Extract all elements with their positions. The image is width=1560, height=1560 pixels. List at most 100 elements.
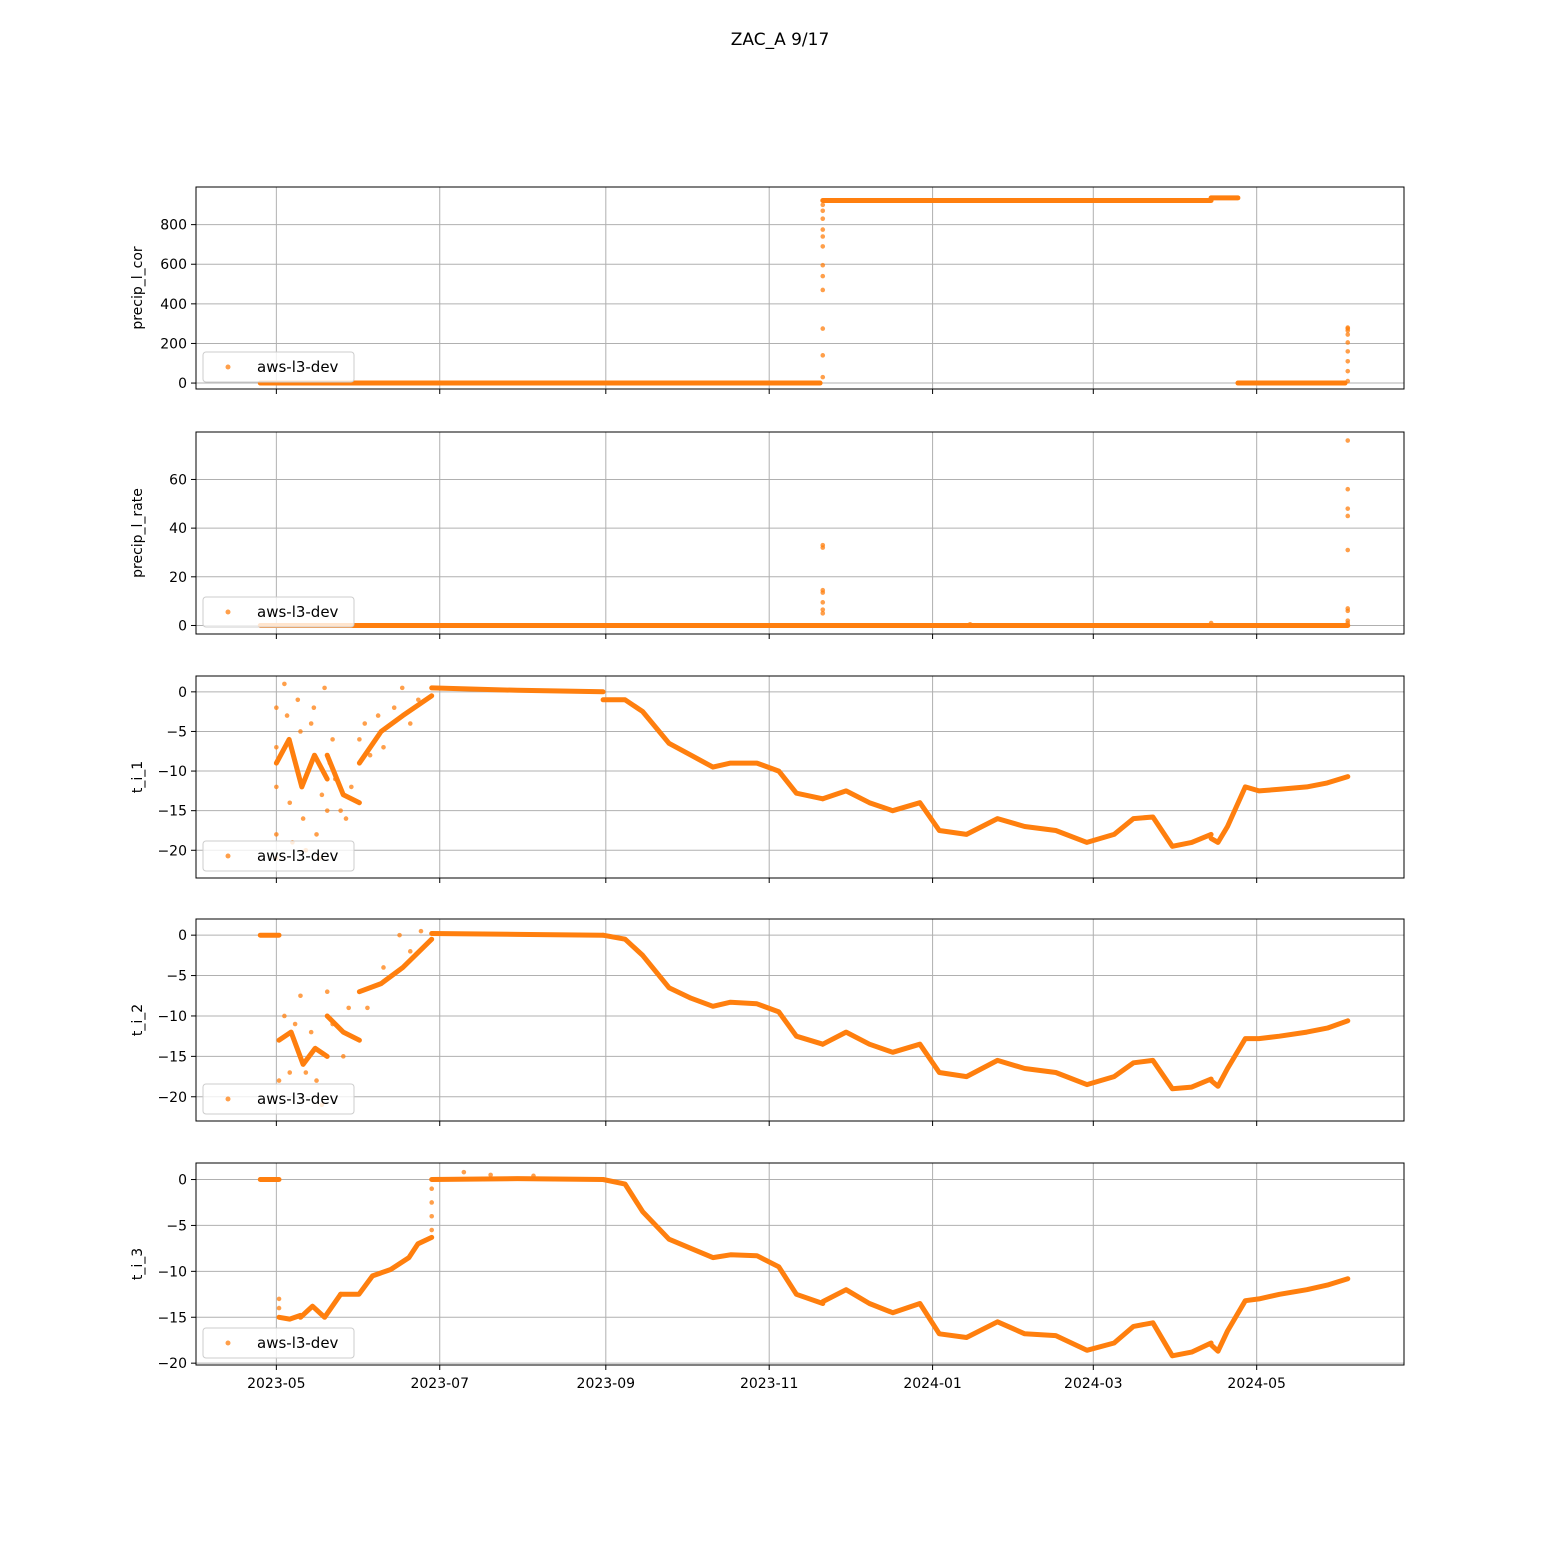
data-point bbox=[276, 1078, 282, 1083]
data-point bbox=[820, 234, 826, 239]
legend-marker bbox=[225, 364, 231, 370]
data-run bbox=[1208, 1276, 1351, 1354]
data-point bbox=[429, 1227, 435, 1233]
data-point bbox=[399, 685, 405, 691]
legend-entry: aws-l3-dev bbox=[257, 1334, 339, 1352]
data-point bbox=[338, 808, 343, 813]
data-point bbox=[349, 784, 354, 790]
data-point bbox=[820, 374, 826, 380]
legend: aws-l3-dev bbox=[202, 1083, 355, 1115]
data-point bbox=[1345, 340, 1351, 345]
data-point bbox=[303, 1070, 309, 1075]
axes-frame bbox=[195, 431, 1405, 635]
y-tick-label: 60 bbox=[169, 472, 187, 488]
data-point bbox=[1345, 325, 1351, 330]
data-run bbox=[820, 1029, 1214, 1092]
data-point bbox=[330, 737, 335, 742]
axes-frame bbox=[195, 186, 1405, 390]
y-tick-label: −5 bbox=[166, 724, 187, 740]
data-point bbox=[274, 705, 279, 710]
data-point bbox=[287, 1070, 293, 1075]
y-tick-label: 600 bbox=[160, 257, 187, 273]
data-point bbox=[1345, 506, 1351, 511]
panel-t-i-3: 2023-05 2023-07 2023-09 2023-11 2024-01 2024-… bbox=[130, 1162, 1405, 1392]
data-point bbox=[416, 697, 421, 703]
data-point bbox=[330, 1021, 335, 1027]
data-point bbox=[407, 721, 413, 726]
panel-t-i-1: 0 −5 −10 −15 −20 t_i_1 aws-l3-dev bbox=[130, 675, 1405, 883]
legend-entry: aws-l3-dev bbox=[257, 603, 339, 621]
series-aws-l3-dev bbox=[257, 1169, 1351, 1359]
figure-title: ZAC_A 9/17 bbox=[731, 30, 830, 50]
data-point bbox=[276, 1296, 282, 1302]
series-aws-l3-dev bbox=[257, 928, 1351, 1108]
data-point bbox=[418, 928, 424, 934]
data-point bbox=[282, 681, 287, 687]
panel-precip-l-rate: 0 20 40 60 precip_l_rate aws-l3-dev bbox=[130, 431, 1405, 639]
data-point bbox=[381, 965, 386, 970]
data-run bbox=[429, 931, 606, 938]
data-point bbox=[820, 600, 826, 605]
data-run bbox=[324, 752, 362, 806]
data-point bbox=[367, 752, 373, 758]
data-point bbox=[1345, 438, 1351, 443]
y-tick-label: 200 bbox=[160, 336, 187, 352]
y-tick-label: 400 bbox=[160, 297, 187, 313]
y-tick-label: −10 bbox=[157, 1264, 187, 1280]
data-point bbox=[1345, 368, 1351, 374]
data-point bbox=[397, 932, 402, 938]
x-tick-label: 2023-09 bbox=[577, 1376, 636, 1392]
data-point bbox=[1345, 606, 1351, 611]
legend-marker bbox=[225, 1096, 231, 1102]
y-tick-label: −5 bbox=[166, 969, 187, 985]
data-point bbox=[314, 1078, 319, 1083]
data-run bbox=[356, 936, 435, 995]
data-point bbox=[341, 1054, 346, 1059]
data-run bbox=[600, 1177, 826, 1306]
legend-entry: aws-l3-dev bbox=[257, 1090, 339, 1108]
data-point bbox=[391, 705, 397, 710]
data-point bbox=[1345, 486, 1351, 492]
data-point bbox=[306, 768, 311, 774]
data-run bbox=[276, 1312, 303, 1322]
data-run bbox=[820, 1287, 1214, 1359]
data-point bbox=[274, 744, 279, 750]
data-run bbox=[1208, 1018, 1351, 1089]
data-point bbox=[319, 792, 325, 798]
legend-marker bbox=[225, 853, 231, 859]
data-point bbox=[407, 949, 413, 954]
data-point bbox=[820, 587, 826, 593]
data-point bbox=[300, 816, 306, 821]
data-point bbox=[1345, 349, 1351, 354]
y-tick-label: 0 bbox=[178, 928, 187, 944]
data-point bbox=[346, 1005, 351, 1011]
data-point bbox=[967, 621, 973, 627]
data-point bbox=[308, 1029, 314, 1035]
x-tick-label: 2023-07 bbox=[410, 1376, 469, 1392]
data-point bbox=[1345, 547, 1351, 553]
y-tick-label: 40 bbox=[169, 521, 187, 537]
legend-box bbox=[202, 351, 355, 383]
y-tick-label: −15 bbox=[157, 1049, 187, 1065]
data-point bbox=[820, 326, 826, 331]
data-point bbox=[531, 1173, 536, 1179]
data-point bbox=[1345, 378, 1351, 384]
y-tick-label: 0 bbox=[178, 685, 187, 701]
data-run bbox=[273, 736, 330, 790]
y-tick-label: −15 bbox=[157, 804, 187, 820]
legend-box bbox=[202, 1083, 355, 1115]
data-point bbox=[820, 227, 826, 232]
data-point bbox=[820, 244, 826, 249]
legend-box bbox=[202, 840, 355, 872]
data-run bbox=[429, 1176, 606, 1182]
data-point bbox=[429, 1200, 435, 1205]
y-axis-label: precip_l_cor bbox=[130, 246, 146, 330]
data-point bbox=[343, 816, 349, 821]
data-point bbox=[1345, 513, 1351, 519]
y-tick-label: 800 bbox=[160, 218, 187, 234]
y-tick-label: −15 bbox=[157, 1310, 187, 1326]
data-point bbox=[820, 202, 826, 208]
data-point bbox=[324, 989, 330, 995]
data-point bbox=[298, 993, 303, 999]
